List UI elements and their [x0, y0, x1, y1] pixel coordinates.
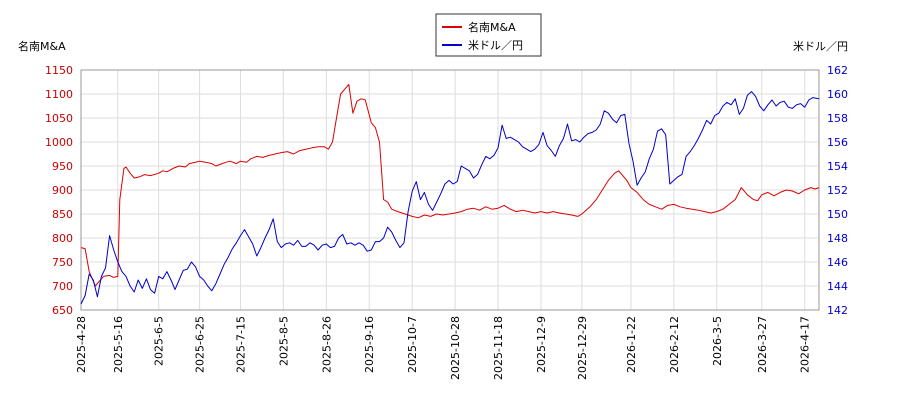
left-axis-title: 名南M&A: [18, 39, 66, 53]
x-tick-label: 2026-2-12: [668, 316, 681, 373]
x-tick-label: 2025-12-29: [576, 316, 589, 380]
legend-box: [435, 13, 542, 57]
right-tick-label: 154: [827, 160, 848, 173]
grid-lines: [80, 69, 819, 311]
x-axis-ticks: 2025-4-28 2025-5-16 2025-6-5 2025-6-25 2025-…: [75, 316, 812, 380]
left-tick-label: 700: [52, 280, 73, 293]
x-tick-label: 2025-9-16: [363, 316, 376, 373]
right-tick-label: 150: [827, 208, 848, 221]
x-tick-label: 2025-12-9: [535, 316, 548, 373]
series-layer: [80, 83, 820, 305]
legend-label-meinan: 名南M&A: [468, 20, 516, 34]
right-tick-label: 160: [827, 88, 848, 101]
left-tick-label: 1050: [45, 112, 73, 125]
plot-frame: [80, 69, 820, 311]
right-tick-label: 158: [827, 112, 848, 125]
x-tick-label: 2025-4-28: [75, 316, 88, 373]
left-tick-label: 1100: [45, 88, 73, 101]
right-tick-label: 162: [827, 64, 848, 77]
right-axis-title: 米ドル／円: [793, 40, 848, 53]
left-tick-label: 850: [52, 208, 73, 221]
right-tick-label: 152: [827, 184, 848, 197]
legend: 名南M&A 米ドル／円: [435, 13, 542, 57]
right-tick-label: 144: [827, 280, 848, 293]
series-line-meinan: [80, 83, 820, 287]
x-tick-label: 2025-7-15: [234, 316, 247, 373]
x-tick-label: 2025-11-18: [492, 316, 505, 380]
series-line-usdjpy: [80, 91, 820, 305]
right-tick-label: 148: [827, 232, 848, 245]
right-tick-label: 146: [827, 256, 848, 269]
x-tick-label: 2025-8-26: [320, 316, 333, 373]
left-tick-label: 1000: [45, 136, 73, 149]
right-tick-label: 142: [827, 304, 848, 317]
x-tick-label: 2026-1-22: [625, 316, 638, 373]
left-tick-label: 750: [52, 256, 73, 269]
x-tick-label: 2026-3-5: [711, 316, 724, 366]
left-tick-label: 1150: [45, 64, 73, 77]
x-tick-label: 2025-10-7: [406, 316, 419, 373]
x-tick-label: 2025-8-5: [277, 316, 290, 366]
left-tick-label: 800: [52, 232, 73, 245]
left-axis-ticks: 650 700 750 800 850 900 950 1000 1050 1100 1150: [45, 64, 73, 317]
right-tick-label: 156: [827, 136, 848, 149]
left-tick-label: 650: [52, 304, 73, 317]
x-tick-label: 2025-6-5: [153, 316, 166, 366]
x-tick-label: 2026-4-17: [799, 316, 812, 373]
x-tick-label: 2026-3-27: [756, 316, 769, 373]
legend-label-usdjpy: 米ドル／円: [468, 39, 523, 52]
x-tick-label: 2025-5-16: [112, 316, 125, 373]
left-tick-label: 950: [52, 160, 73, 173]
left-tick-label: 900: [52, 184, 73, 197]
x-tick-label: 2025-10-28: [449, 316, 462, 380]
right-axis-ticks: 142 144 146 148 150 152 154 156 158 160 162: [827, 64, 848, 317]
x-tick-label: 2025-6-25: [194, 316, 207, 373]
